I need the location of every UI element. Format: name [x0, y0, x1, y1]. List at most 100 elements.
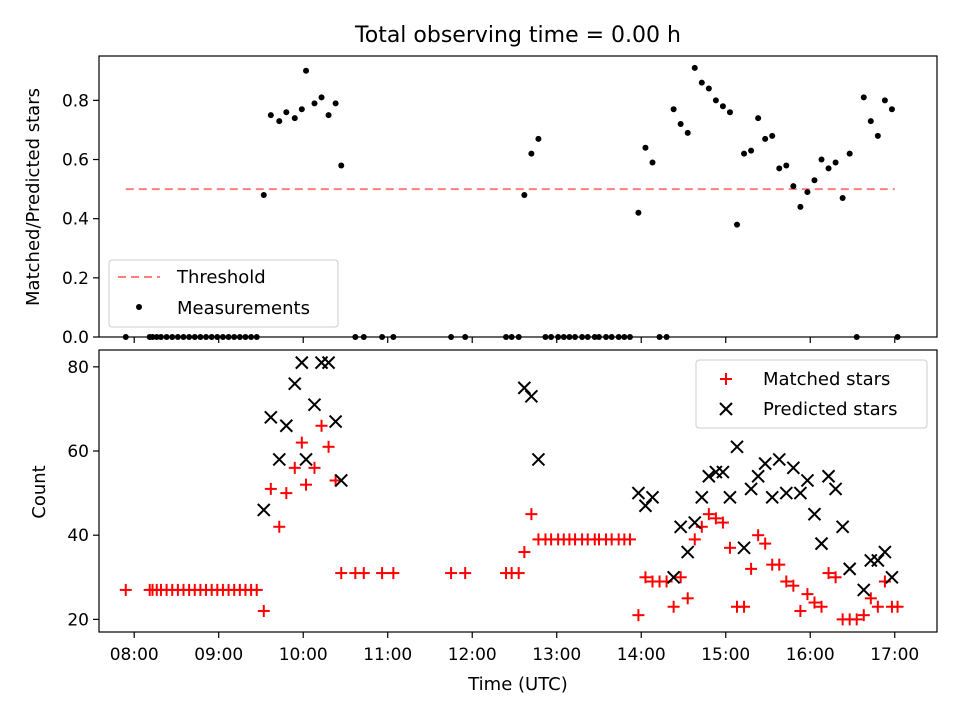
predicted-star-point: [702, 469, 716, 483]
measurement-point: [535, 135, 542, 142]
predicted-star-point: [631, 486, 646, 500]
measurement-point: [591, 334, 598, 340]
measurement-point: [555, 334, 562, 340]
measurement-point: [825, 165, 832, 172]
matched-star-point: [250, 583, 263, 596]
measurement-point: [153, 334, 160, 340]
matched-star-point: [525, 508, 538, 521]
legend-matched-marker: [720, 373, 732, 385]
predicted-star-point: [264, 410, 278, 425]
measurement-point: [677, 121, 684, 128]
matched-star-point: [864, 592, 877, 605]
measurement-point: [122, 334, 129, 340]
predicted-star-point: [328, 414, 343, 429]
matched-star-point: [891, 600, 904, 613]
matched-stars-points: [119, 419, 904, 626]
predicted-stars-points: [257, 355, 899, 597]
predicted-star-point: [765, 490, 779, 505]
measurement-point: [818, 156, 825, 163]
matched-star-point: [759, 537, 772, 550]
predicted-star-point: [673, 520, 688, 534]
predicted-star-point: [681, 545, 695, 559]
measurement-point: [379, 334, 386, 340]
measurement-point: [332, 100, 339, 107]
predicted-star-point: [772, 452, 786, 467]
measurement-point: [649, 159, 656, 166]
predicted-star-point: [842, 562, 857, 576]
matched-star-point: [787, 579, 800, 592]
measurement-point: [797, 203, 804, 210]
matched-star-point: [257, 604, 270, 617]
x-tick-label: 17:00: [870, 645, 919, 665]
measurement-point: [853, 334, 860, 340]
measurement-point: [521, 192, 528, 199]
matched-star-point: [273, 520, 286, 533]
measurement-point: [528, 150, 535, 157]
predicted-star-point: [758, 456, 772, 471]
predicted-star-point: [821, 469, 836, 483]
matched-star-point: [702, 508, 715, 521]
matched-star-point: [773, 558, 786, 571]
measurement-point: [776, 165, 783, 172]
matched-star-point: [808, 596, 821, 609]
top-y-tick-label: 0.8: [62, 91, 89, 111]
measurement-point: [298, 106, 305, 113]
measurement-point: [462, 334, 469, 340]
measurement-point: [642, 144, 649, 151]
bottom-y-ticks: 20 40 60 80: [67, 358, 99, 630]
figure-title: Total observing time = 0.00 h: [354, 23, 681, 48]
predicted-star-point: [524, 389, 539, 404]
legend-matched-swatch: [720, 373, 732, 385]
x-tick-label: 12:00: [448, 645, 497, 665]
legend-matched-label: Matched stars: [763, 369, 890, 390]
measurement-point: [572, 334, 579, 340]
x-tick-label: 15:00: [701, 645, 750, 665]
matched-star-point: [850, 613, 863, 626]
matched-star-point: [512, 567, 525, 580]
measurement-point: [390, 334, 397, 340]
bottom-y-tick-label: 60: [67, 442, 89, 462]
measurement-point: [352, 334, 359, 340]
predicted-star-point: [666, 570, 681, 584]
measurement-point: [225, 334, 232, 340]
matched-star-point: [387, 567, 400, 580]
predicted-star-point: [299, 452, 313, 467]
bottom-axes-frame: [98, 349, 938, 633]
predicted-star-point: [751, 469, 765, 483]
measurement-point: [698, 79, 705, 86]
matched-star-point: [801, 588, 814, 601]
measurement-point: [283, 109, 290, 116]
measurement-point: [811, 177, 818, 184]
measurement-point: [208, 334, 215, 340]
predicted-star-point: [885, 570, 899, 584]
matched-star-point: [716, 516, 729, 529]
top-panel: 0.00.20.40.60.8 Matched/Predicted stars …: [23, 55, 938, 348]
matched-star-point: [857, 609, 870, 622]
x-tick-label: 10:00: [279, 645, 328, 665]
bottom-panel: 20 40 60 80 08:00 09:00 10:00 11:00 12:00 13:00 1…: [29, 349, 938, 695]
measurement-point: [684, 129, 691, 136]
measurement-point: [291, 115, 298, 122]
top-x-ticks: [133, 337, 896, 343]
measurement-point: [734, 221, 741, 228]
measurement-point: [705, 85, 712, 92]
x-tick-label: 13:00: [532, 645, 581, 665]
matched-star-point: [300, 478, 313, 491]
measurement-point: [214, 334, 221, 340]
matched-star-point: [288, 461, 301, 474]
measurement-point: [508, 334, 515, 340]
bottom-x-ticks: 08:00 09:00 10:00 11:00 12:00 13:00 14:00 15:00…: [110, 632, 919, 665]
matched-star-point: [667, 600, 680, 613]
matched-star-point: [264, 482, 277, 495]
measurement-point: [615, 334, 622, 340]
x-tick-label: 16:00: [786, 645, 835, 665]
predicted-star-point: [779, 486, 794, 500]
matched-star-point: [315, 419, 328, 432]
matched-star-point: [308, 461, 321, 474]
measurement-point: [832, 159, 839, 166]
measurement-point: [726, 109, 733, 116]
measurement-point: [318, 94, 325, 101]
matched-star-point: [723, 541, 736, 554]
measurement-point: [839, 194, 846, 201]
